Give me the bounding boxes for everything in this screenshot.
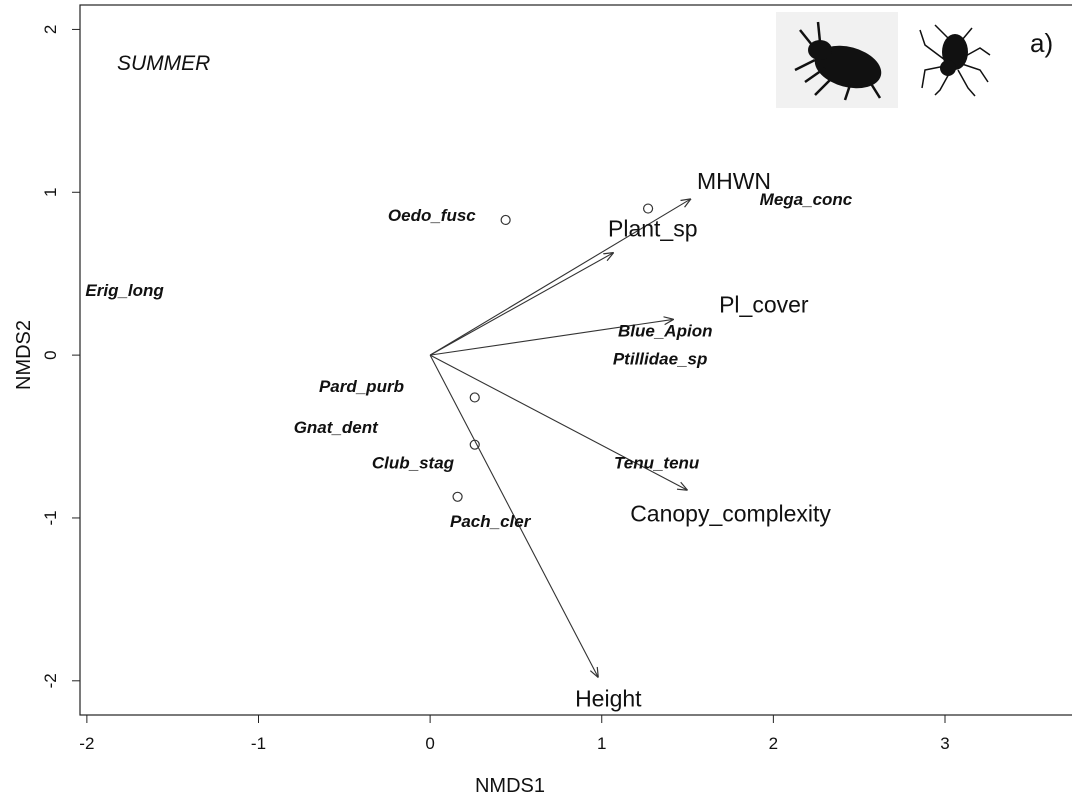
plot-frame xyxy=(80,5,1072,715)
species-label: Pach_cler xyxy=(450,512,532,531)
x-tick-label: 2 xyxy=(769,734,778,753)
site-point xyxy=(470,393,479,402)
chart: SUMMER a) NMDS1 NMDS2 -2-10123-2-1012MHW… xyxy=(0,0,1072,800)
y-tick-label: 1 xyxy=(41,188,60,197)
y-tick-label: -1 xyxy=(41,510,60,525)
y-tick-label: -2 xyxy=(41,673,60,688)
page: {"chart_data": { "type": "biplot", "anno… xyxy=(0,0,1072,800)
x-tick-label: 1 xyxy=(597,734,606,753)
beetle-icon xyxy=(776,12,898,108)
spider-icon xyxy=(920,25,990,96)
species-label: Club_stag xyxy=(372,454,455,473)
season-annotation: SUMMER xyxy=(117,52,210,75)
y-tick-label: 2 xyxy=(41,25,60,34)
species-label: Gnat_dent xyxy=(294,418,379,437)
vector-label: Pl_cover xyxy=(719,291,809,317)
env-vector xyxy=(430,253,614,356)
vector-label: Canopy_complexity xyxy=(630,500,831,526)
species-label: Tenu_tenu xyxy=(614,454,700,473)
species-label: Mega_conc xyxy=(760,190,853,209)
y-tick-label: 0 xyxy=(41,350,60,359)
species-label: Pard_purb xyxy=(319,377,404,396)
species-label: Ptillidae_sp xyxy=(613,349,707,368)
site-point xyxy=(501,215,510,224)
site-point xyxy=(453,492,462,501)
species-label: Erig_long xyxy=(85,281,164,300)
x-axis-label: NMDS1 xyxy=(475,775,545,797)
y-axis-label: NMDS2 xyxy=(13,320,35,390)
site-point xyxy=(644,204,653,213)
x-tick-label: 0 xyxy=(425,734,434,753)
species-label: Blue_Apion xyxy=(618,322,712,341)
species-label: Oedo_fusc xyxy=(388,206,476,225)
panel-label: a) xyxy=(1030,28,1053,58)
vector-label: Plant_sp xyxy=(608,216,698,242)
x-tick-label: -1 xyxy=(251,734,266,753)
x-tick-label: -2 xyxy=(79,734,94,753)
x-tick-label: 3 xyxy=(940,734,949,753)
vector-label: Height xyxy=(575,686,642,712)
